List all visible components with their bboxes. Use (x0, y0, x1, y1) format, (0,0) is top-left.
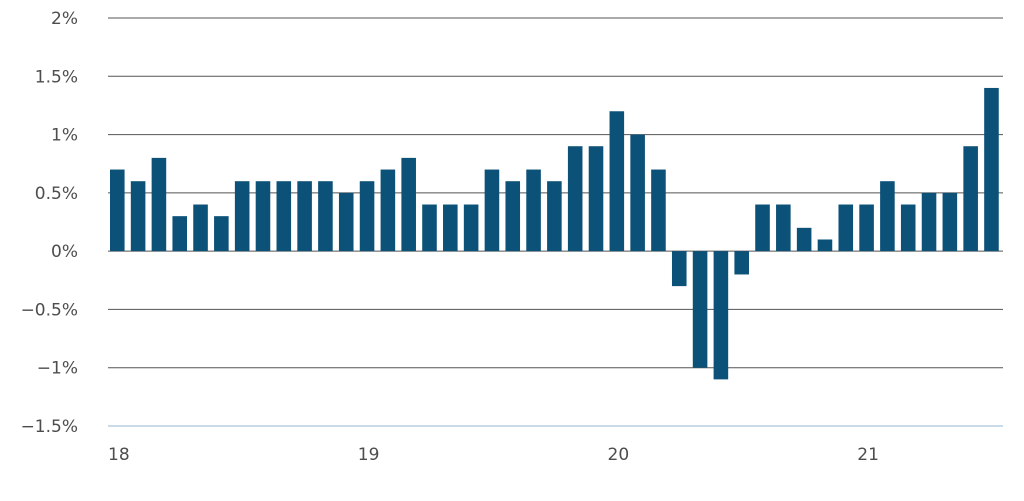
bar (110, 169, 125, 252)
bar (859, 204, 874, 252)
bar (671, 251, 687, 287)
bar (942, 192, 958, 252)
y-tick-label: 1.5% (35, 67, 78, 87)
bar (609, 111, 625, 252)
bar (734, 251, 749, 275)
y-tick-label: 2% (51, 9, 78, 29)
bar (484, 169, 500, 252)
bar (921, 192, 937, 252)
y-tick-label: 0% (51, 242, 78, 262)
bar (713, 251, 729, 380)
bar (318, 181, 333, 252)
bar (838, 204, 854, 252)
bars (110, 87, 999, 380)
y-tick-label: −1.5% (21, 417, 78, 437)
bar (214, 216, 229, 252)
y-tick-label: 0.5% (35, 184, 78, 204)
bar (630, 134, 645, 252)
bar (588, 146, 604, 252)
bar (796, 227, 812, 252)
bar (505, 181, 521, 252)
bar (276, 181, 292, 252)
bar (463, 204, 479, 252)
bar (443, 204, 458, 252)
bar (817, 239, 833, 252)
bar (234, 181, 250, 252)
x-axis-tick-labels: 18 19 20 21 (108, 445, 879, 465)
bar (984, 87, 999, 252)
bar (151, 157, 167, 252)
bar (526, 169, 541, 252)
bar (380, 169, 396, 252)
bar (567, 146, 583, 252)
bar (755, 204, 770, 252)
bar (338, 192, 354, 252)
bar (547, 181, 562, 252)
bar (193, 204, 208, 252)
y-tick-label: 1% (51, 126, 78, 146)
bar (422, 204, 437, 252)
bar (401, 157, 416, 252)
bar (776, 204, 791, 252)
x-tick-label: 21 (857, 445, 879, 465)
x-tick-label: 19 (358, 445, 380, 465)
bar (297, 181, 312, 252)
bar (172, 216, 188, 252)
y-axis-tick-labels: 2% 1.5% 1% 0.5% 0% −0.5% −1% −1.5% (21, 9, 78, 437)
bar (900, 204, 916, 252)
y-tick-label: −1% (37, 359, 78, 379)
bar (692, 251, 708, 368)
bar (880, 181, 895, 252)
x-tick-label: 18 (108, 445, 130, 465)
bar (963, 146, 978, 252)
bar (130, 181, 146, 252)
bar (359, 181, 375, 252)
bar (255, 181, 271, 252)
bar (651, 169, 666, 252)
y-tick-label: −0.5% (21, 300, 78, 320)
x-tick-label: 20 (608, 445, 630, 465)
